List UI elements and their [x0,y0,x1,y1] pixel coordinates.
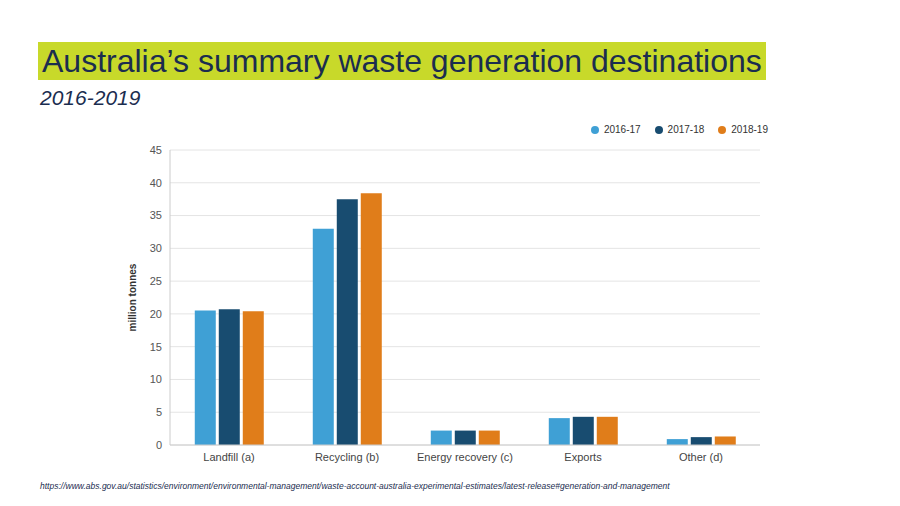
html-text:https://www.abs.gov.au/statist: https://www.abs.gov.au/statistics/enviro… [40,481,670,491]
html-text:2016-2019: 2016-2019 [40,86,141,109]
svg-text:Landfill (a): Landfill (a) [203,451,254,463]
svg-text:40: 40 [150,177,162,189]
svg-text:30: 30 [150,242,162,254]
html-text:2016-17: 2016-17 [603,124,641,135]
svg-text:25: 25 [150,275,162,287]
svg-text:Other (d): Other (d) [679,451,723,463]
html-text:Australia’s summary waste gene: Australia’s summary waste generation des… [42,43,762,79]
svg-text:Exports: Exports [564,451,602,463]
svg-text:10: 10 [150,373,162,385]
svg-text:Recycling (b): Recycling (b) [315,451,379,463]
html-text:2017-18: 2017-18 [667,124,705,135]
svg-text:45: 45 [150,144,162,156]
svg-text:15: 15 [150,341,162,353]
svg-text:million tonnes: million tonnes [127,263,138,331]
html-text:2018-19: 2018-19 [731,124,768,135]
svg-text:Energy recovery (c): Energy recovery (c) [417,451,513,463]
svg-text:20: 20 [150,308,162,320]
svg-text:5: 5 [156,406,162,418]
svg-text:0: 0 [156,439,162,451]
svg-text:35: 35 [150,209,162,221]
